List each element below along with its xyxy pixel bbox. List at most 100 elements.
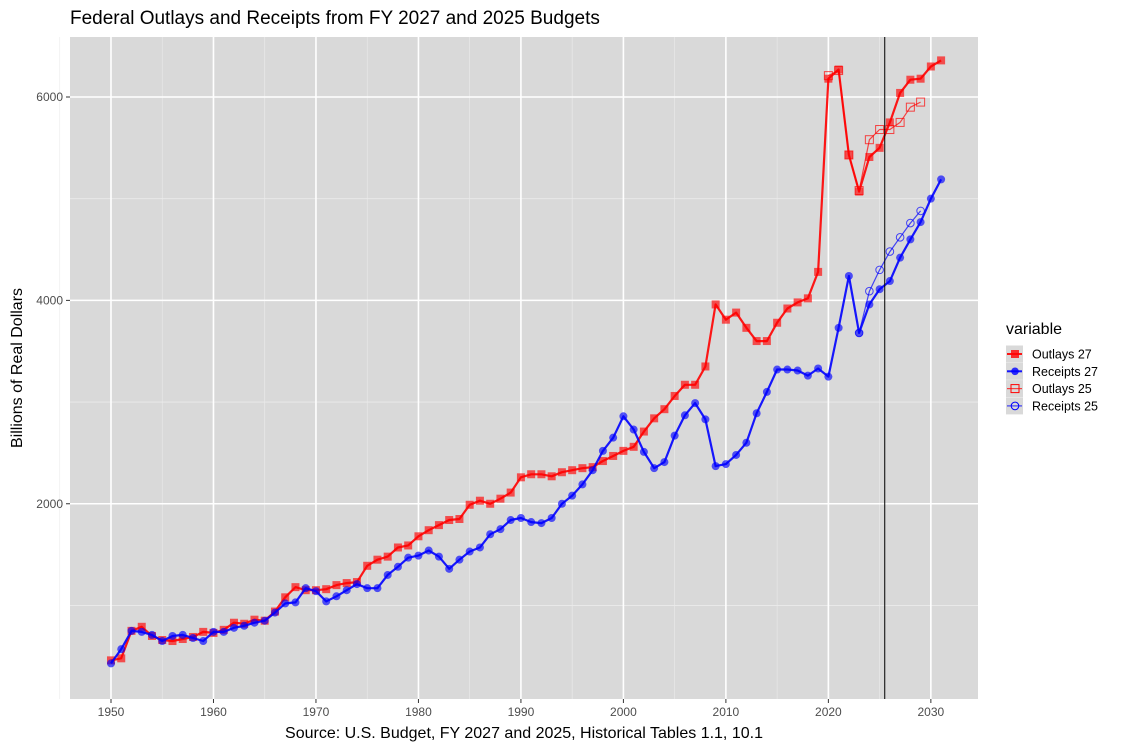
data-point bbox=[168, 631, 177, 640]
data-point bbox=[568, 466, 577, 475]
data-point bbox=[250, 618, 259, 627]
y-axis: 2000 4000 6000 bbox=[36, 90, 70, 511]
data-point bbox=[117, 645, 126, 654]
x-tick-label: 1960 bbox=[200, 705, 227, 719]
data-point bbox=[158, 637, 167, 646]
data-point bbox=[742, 438, 751, 447]
data-point bbox=[773, 318, 782, 327]
data-point bbox=[127, 626, 136, 635]
data-point bbox=[475, 543, 484, 552]
x-tick-label: 2010 bbox=[713, 705, 740, 719]
data-point bbox=[291, 583, 300, 592]
data-point bbox=[854, 328, 864, 338]
data-point bbox=[691, 399, 700, 408]
data-point bbox=[916, 97, 926, 107]
data-point bbox=[844, 271, 853, 280]
data-point bbox=[885, 125, 895, 135]
series-layer bbox=[106, 56, 946, 668]
x-tick-label: 1990 bbox=[508, 705, 535, 719]
data-point bbox=[670, 391, 679, 400]
data-point bbox=[322, 597, 331, 606]
data-point bbox=[342, 586, 351, 595]
data-point bbox=[527, 518, 536, 527]
data-point bbox=[803, 294, 812, 303]
data-point bbox=[639, 427, 648, 436]
data-point bbox=[281, 593, 290, 602]
data-point bbox=[168, 637, 177, 646]
data-point bbox=[424, 526, 433, 535]
data-point bbox=[885, 247, 895, 256]
legend-key-icon bbox=[1010, 401, 1020, 411]
data-point bbox=[906, 235, 915, 244]
data-point bbox=[229, 618, 238, 627]
data-point bbox=[557, 468, 566, 477]
data-point bbox=[895, 233, 905, 242]
data-point bbox=[188, 633, 197, 642]
data-point bbox=[895, 117, 905, 127]
data-point bbox=[844, 150, 854, 160]
data-point bbox=[906, 75, 915, 84]
data-point bbox=[937, 56, 946, 65]
data-point bbox=[906, 218, 915, 228]
data-point bbox=[824, 74, 833, 83]
legend-label: Receipts 27 bbox=[1032, 365, 1098, 379]
data-point bbox=[864, 135, 874, 145]
data-point bbox=[650, 464, 659, 473]
legend-item: Receipts 27 bbox=[1006, 362, 1098, 380]
data-point bbox=[547, 472, 556, 481]
legend-item: Outlays 25 bbox=[1006, 380, 1092, 398]
data-point bbox=[660, 405, 669, 414]
data-point bbox=[629, 425, 638, 434]
x-tick-label: 1970 bbox=[303, 705, 330, 719]
data-point bbox=[445, 564, 454, 573]
data-point bbox=[619, 446, 628, 455]
data-point bbox=[609, 451, 618, 460]
data-point bbox=[660, 458, 669, 467]
legend-title: variable bbox=[1006, 321, 1062, 338]
data-point bbox=[465, 547, 474, 556]
legend-key-icon bbox=[1011, 367, 1019, 376]
data-point bbox=[937, 175, 946, 184]
data-point bbox=[885, 277, 894, 286]
chart-title: Federal Outlays and Receipts from FY 202… bbox=[70, 8, 600, 29]
x-tick-label: 1980 bbox=[405, 705, 432, 719]
data-point bbox=[691, 380, 700, 389]
x-tick-label: 2020 bbox=[815, 705, 842, 719]
data-point bbox=[639, 447, 648, 456]
y-tick-label: 4000 bbox=[36, 293, 63, 307]
data-point bbox=[916, 74, 925, 83]
data-point bbox=[711, 300, 720, 309]
x-axis: 1950 1960 1970 1980 1990 2000 2010 2020 2030 bbox=[98, 699, 945, 719]
data-point bbox=[322, 585, 331, 594]
data-point bbox=[752, 337, 761, 346]
data-point bbox=[762, 337, 771, 346]
series-receipts-27 bbox=[106, 175, 946, 668]
data-point bbox=[824, 372, 833, 381]
data-point bbox=[732, 308, 741, 317]
minor-gridlines bbox=[59, 37, 978, 699]
data-point bbox=[854, 186, 864, 196]
data-point bbox=[270, 608, 279, 617]
data-point bbox=[916, 206, 925, 216]
data-point bbox=[178, 630, 187, 639]
data-point bbox=[291, 598, 300, 607]
data-point bbox=[199, 627, 208, 636]
data-point bbox=[557, 499, 566, 508]
data-point bbox=[229, 623, 238, 632]
data-point bbox=[486, 499, 495, 508]
data-point bbox=[424, 546, 433, 555]
data-point bbox=[496, 494, 505, 503]
data-point bbox=[178, 635, 187, 644]
data-point bbox=[363, 584, 372, 593]
data-point bbox=[393, 562, 402, 571]
data-point bbox=[568, 491, 577, 500]
data-point bbox=[926, 62, 935, 71]
y-axis-title: Billions of Real Dollars bbox=[9, 288, 26, 448]
data-point bbox=[219, 627, 228, 636]
legend-label: Receipts 25 bbox=[1032, 399, 1098, 413]
data-point bbox=[752, 409, 761, 418]
data-point bbox=[445, 516, 454, 525]
x-tick-label: 1950 bbox=[98, 705, 125, 719]
data-point bbox=[404, 541, 413, 550]
data-point bbox=[506, 516, 515, 525]
